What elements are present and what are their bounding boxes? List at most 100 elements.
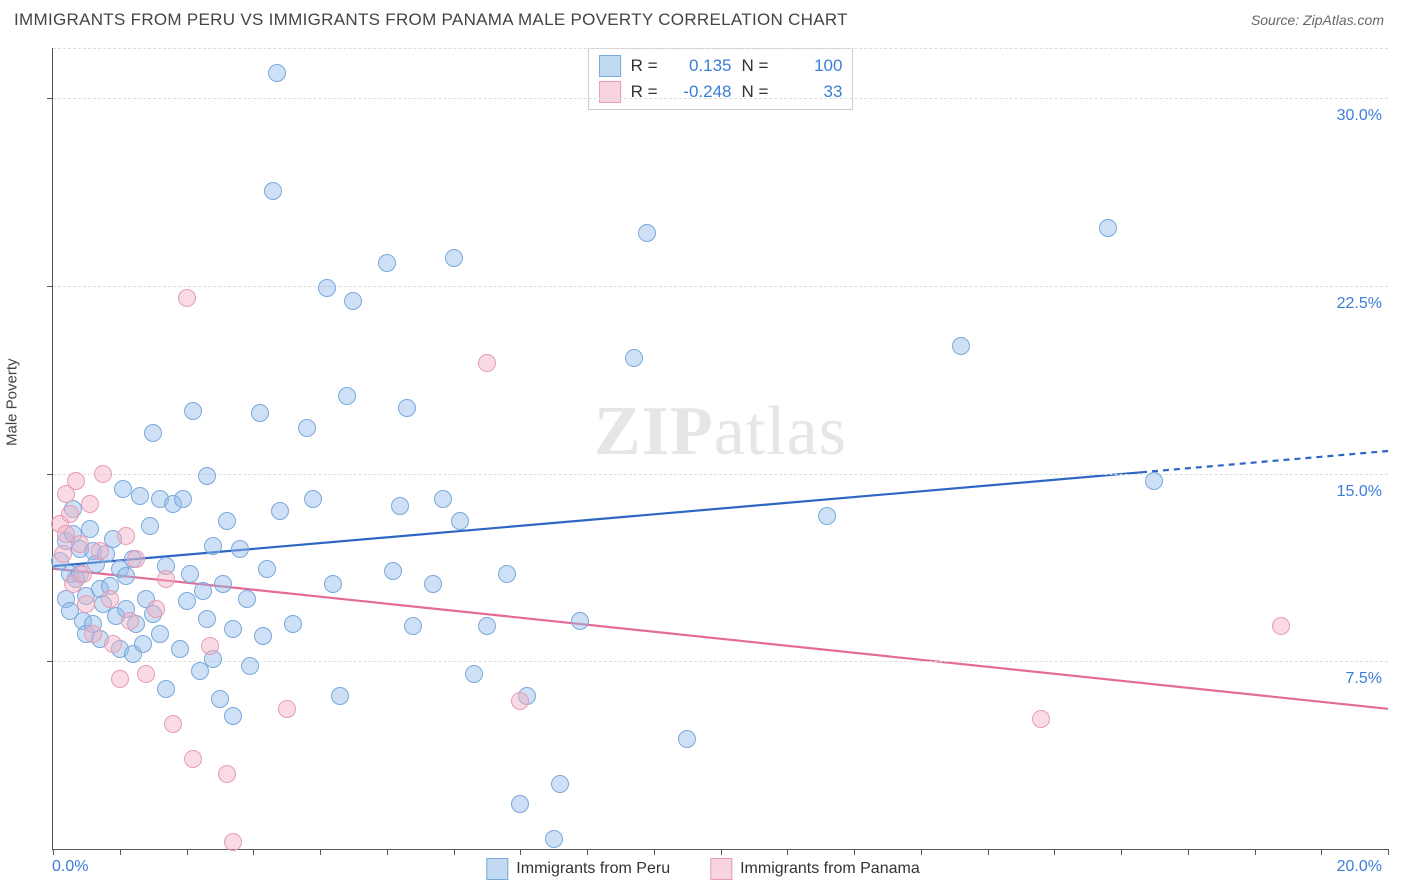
- x-tick-label-min: 0.0%: [52, 858, 88, 876]
- point-peru: [304, 490, 322, 508]
- point-panama: [127, 550, 145, 568]
- point-panama: [74, 565, 92, 583]
- point-peru: [338, 387, 356, 405]
- point-peru: [194, 582, 212, 600]
- point-peru: [211, 690, 229, 708]
- gridline-h: [53, 474, 1388, 475]
- x-tick: [387, 849, 388, 855]
- y-tick: [47, 98, 53, 99]
- legend-n-panama: 33: [778, 79, 842, 105]
- point-peru: [141, 517, 159, 535]
- gridline-h: [53, 286, 1388, 287]
- point-peru: [424, 575, 442, 593]
- point-peru: [445, 249, 463, 267]
- point-peru: [434, 490, 452, 508]
- point-peru: [678, 730, 696, 748]
- swatch-blue-icon: [599, 55, 621, 77]
- x-tick: [1255, 849, 1256, 855]
- x-tick-label-max: 20.0%: [1337, 858, 1382, 876]
- point-peru: [238, 590, 256, 608]
- x-tick: [253, 849, 254, 855]
- point-panama: [1032, 710, 1050, 728]
- point-peru: [818, 507, 836, 525]
- point-panama: [67, 472, 85, 490]
- point-peru: [545, 830, 563, 848]
- swatch-blue-icon: [486, 858, 508, 880]
- legend-label-panama: Immigrants from Panama: [740, 860, 920, 878]
- point-peru: [157, 680, 175, 698]
- point-peru: [254, 627, 272, 645]
- point-panama: [104, 635, 122, 653]
- point-peru: [218, 512, 236, 530]
- point-peru: [498, 565, 516, 583]
- x-tick: [53, 849, 54, 855]
- y-tick: [47, 474, 53, 475]
- point-panama: [478, 354, 496, 372]
- source-name: ZipAtlas.com: [1303, 12, 1384, 28]
- x-tick: [587, 849, 588, 855]
- point-peru: [198, 610, 216, 628]
- point-peru: [1099, 219, 1117, 237]
- point-peru: [224, 620, 242, 638]
- point-panama: [157, 570, 175, 588]
- x-tick: [1321, 849, 1322, 855]
- x-tick: [988, 849, 989, 855]
- regression-line-panama: [53, 569, 1388, 709]
- point-peru: [625, 349, 643, 367]
- point-panama: [137, 665, 155, 683]
- y-tick-label: 30.0%: [1337, 107, 1382, 125]
- source-label: Source:: [1251, 12, 1299, 28]
- point-panama: [511, 692, 529, 710]
- point-panama: [117, 527, 135, 545]
- x-tick: [320, 849, 321, 855]
- legend-series: Immigrants from Peru Immigrants from Pan…: [486, 858, 919, 880]
- legend-row-peru: R = 0.135 N = 100: [599, 53, 843, 79]
- point-panama: [224, 833, 242, 851]
- point-panama: [101, 590, 119, 608]
- point-panama: [1272, 617, 1290, 635]
- chart-title: IMMIGRANTS FROM PERU VS IMMIGRANTS FROM …: [14, 10, 848, 30]
- legend-r-peru: 0.135: [668, 53, 732, 79]
- point-peru: [251, 404, 269, 422]
- point-peru: [571, 612, 589, 630]
- x-tick: [1388, 849, 1389, 855]
- point-panama: [54, 545, 72, 563]
- legend-n-label: N =: [742, 53, 769, 79]
- x-tick: [787, 849, 788, 855]
- point-panama: [81, 495, 99, 513]
- point-peru: [231, 540, 249, 558]
- point-peru: [214, 575, 232, 593]
- point-peru: [298, 419, 316, 437]
- point-peru: [318, 279, 336, 297]
- point-panama: [218, 765, 236, 783]
- point-peru: [511, 795, 529, 813]
- point-peru: [174, 490, 192, 508]
- y-tick: [47, 661, 53, 662]
- point-peru: [151, 625, 169, 643]
- y-tick-label: 7.5%: [1346, 670, 1382, 688]
- point-peru: [264, 182, 282, 200]
- x-tick: [520, 849, 521, 855]
- header: IMMIGRANTS FROM PERU VS IMMIGRANTS FROM …: [0, 0, 1406, 36]
- x-tick: [654, 849, 655, 855]
- regression-lines: [53, 48, 1388, 849]
- point-peru: [404, 617, 422, 635]
- point-panama: [77, 595, 95, 613]
- point-peru: [378, 254, 396, 272]
- point-peru: [384, 562, 402, 580]
- point-peru: [465, 665, 483, 683]
- legend-r-label: R =: [631, 53, 658, 79]
- point-peru: [178, 592, 196, 610]
- point-peru: [271, 502, 289, 520]
- point-panama: [61, 505, 79, 523]
- legend-correlation: R = 0.135 N = 100 R = -0.248 N = 33: [588, 48, 854, 110]
- gridline-h: [53, 48, 1388, 49]
- point-peru: [258, 560, 276, 578]
- source-attribution: Source: ZipAtlas.com: [1251, 12, 1384, 28]
- point-peru: [324, 575, 342, 593]
- legend-n-label: N =: [742, 79, 769, 105]
- x-tick: [854, 849, 855, 855]
- point-peru: [284, 615, 302, 633]
- point-peru: [638, 224, 656, 242]
- point-panama: [121, 612, 139, 630]
